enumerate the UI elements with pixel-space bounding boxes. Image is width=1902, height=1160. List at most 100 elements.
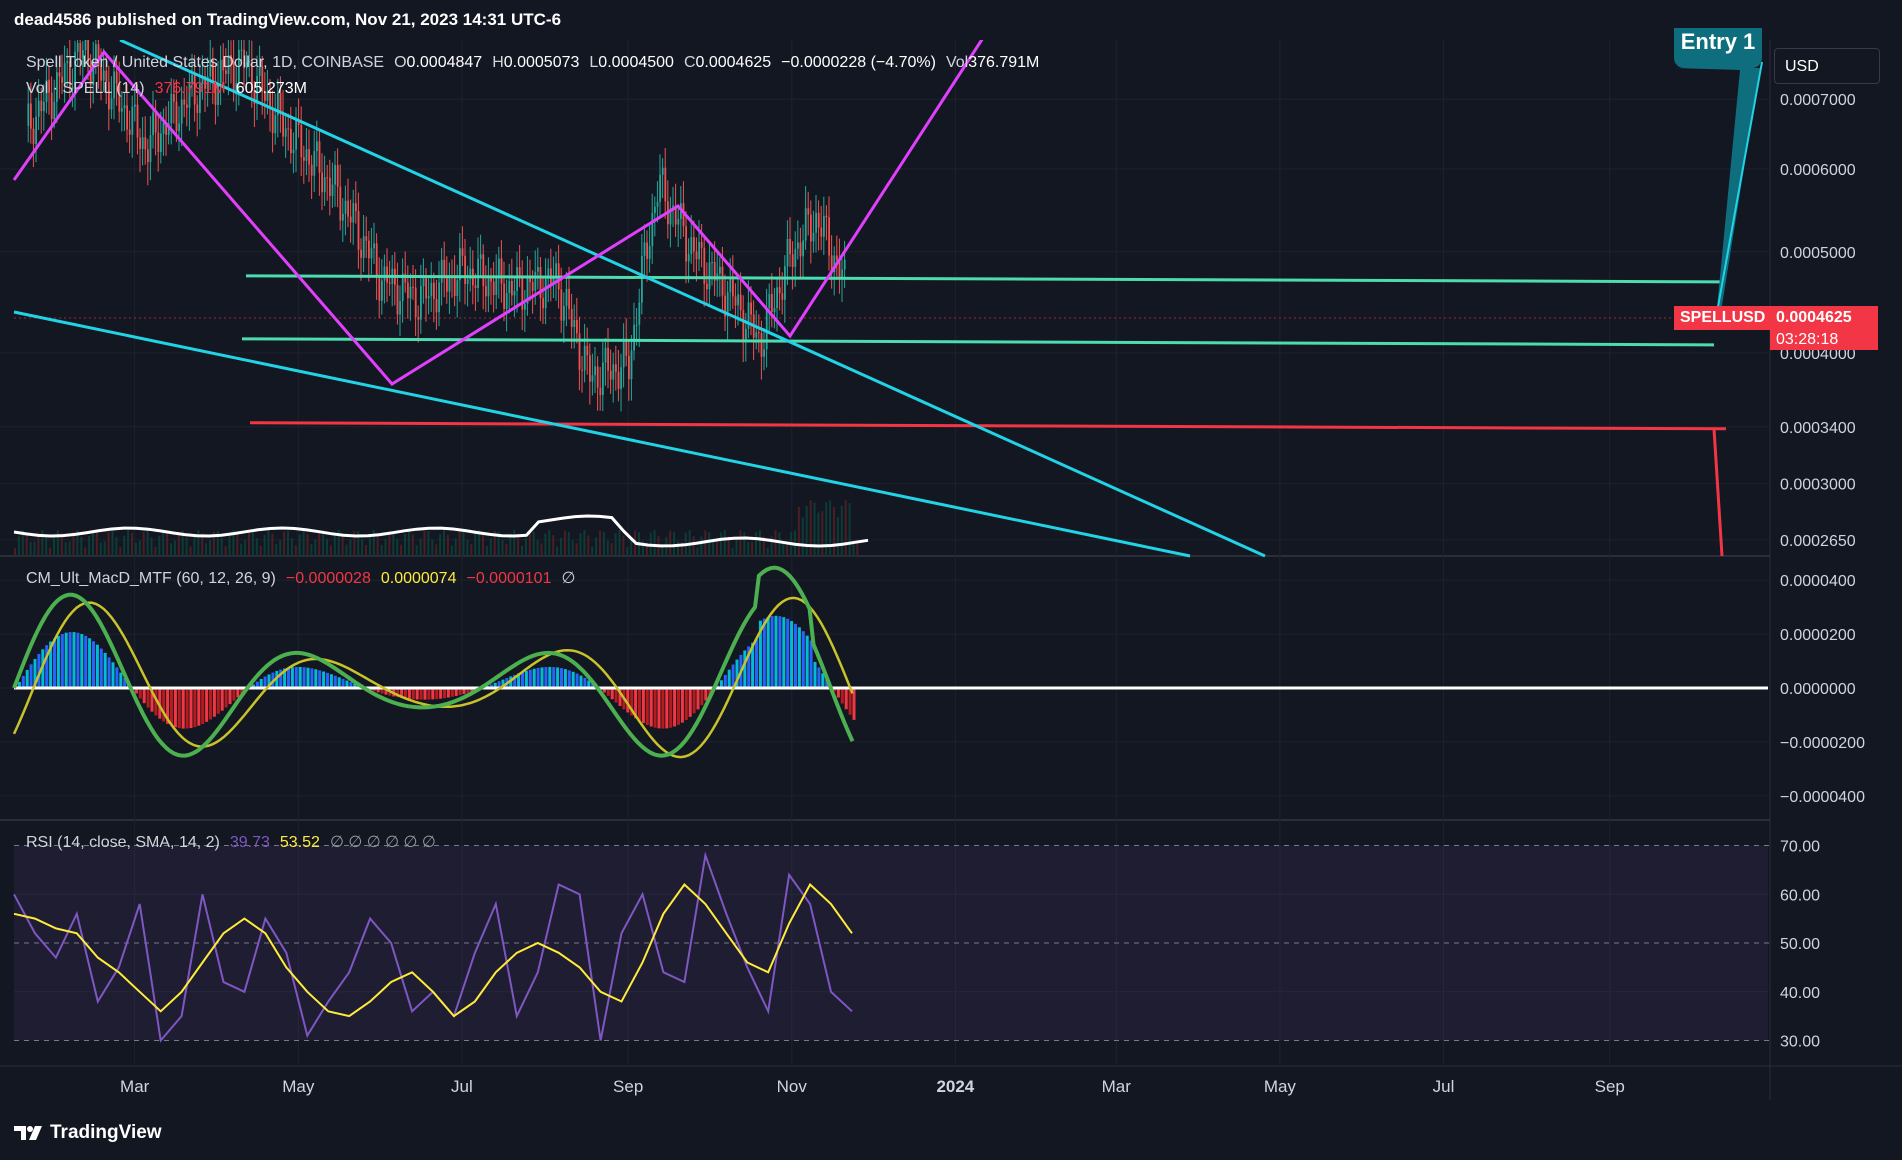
macd-histogram-bar	[431, 688, 435, 700]
volume-bar	[162, 530, 165, 556]
candle-body	[102, 70, 105, 81]
candle-body	[552, 277, 555, 284]
trendline-upper[interactable]	[119, 38, 1266, 558]
price-pane[interactable]	[12, 17, 1768, 558]
macd-histogram-bar	[189, 688, 193, 729]
candle-body	[230, 55, 233, 62]
macd-histogram-bar	[251, 684, 255, 688]
volume-bar	[809, 500, 812, 556]
volume-bar	[606, 540, 609, 556]
candle-body	[560, 289, 563, 321]
candle-body	[253, 90, 256, 104]
macd-histogram-bar	[669, 688, 673, 728]
candle-body	[765, 307, 768, 350]
candle-body	[664, 167, 667, 202]
candle-body	[149, 135, 152, 163]
trendline-lower[interactable]	[13, 310, 1191, 558]
entry-label[interactable]: Entry 1	[1674, 28, 1762, 68]
candle-body	[695, 251, 698, 260]
macd-legend[interactable]: CM_Ult_MacD_MTF (60, 12, 26, 9) −0.000002…	[26, 568, 585, 588]
candle-body	[604, 347, 607, 363]
volume-bar	[107, 532, 110, 556]
volume-bar	[696, 547, 699, 556]
macd-name[interactable]: CM_Ult_MacD_MTF (60, 12, 26, 9)	[26, 570, 276, 587]
time-tick-label: May	[1264, 1077, 1297, 1096]
macd-histogram-bar	[427, 688, 431, 700]
volume-indicator-name[interactable]: Vol · SPELL (14)	[26, 80, 145, 97]
rsi-name[interactable]: RSI (14, close, SMA, 14, 2)	[26, 834, 220, 851]
candle-body	[638, 302, 641, 325]
candle-body	[492, 281, 495, 295]
red-level-line[interactable]	[249, 421, 1727, 431]
candle-body	[620, 367, 623, 389]
macd-histogram-bar	[294, 666, 298, 688]
macd-histogram-bar	[591, 683, 595, 688]
currency-button[interactable]: USD	[1774, 48, 1880, 84]
candle-body	[838, 259, 841, 279]
candle-body	[45, 79, 48, 102]
candle-body	[453, 277, 456, 297]
volume-bar	[92, 530, 94, 556]
tradingview-logo[interactable]: TradingView	[14, 1122, 162, 1144]
candle-body	[292, 149, 295, 154]
macd-histogram-bar	[404, 688, 407, 699]
candle-body	[690, 237, 693, 255]
volume-bar	[220, 537, 223, 556]
candle-body	[368, 240, 370, 259]
volume-bar	[770, 536, 773, 556]
volume-bar	[751, 541, 754, 556]
macd-histogram-bar	[684, 688, 688, 720]
support-line-lower[interactable]	[241, 337, 1715, 347]
candle-body	[336, 164, 339, 187]
main-legend[interactable]: Spell Token / United States Dollar, 1D, …	[26, 54, 1049, 72]
open-value: 0.0004847	[406, 54, 483, 71]
candle-body	[674, 205, 677, 225]
volume-bar	[14, 548, 16, 556]
volume-bar	[817, 512, 820, 556]
rsi-pane[interactable]	[13, 845, 1768, 1043]
macd-histogram-bar	[197, 688, 201, 726]
volume-bar	[287, 530, 289, 556]
macd-histogram-bar	[544, 667, 548, 688]
volume-bar	[84, 547, 87, 556]
candle-body	[334, 164, 337, 185]
candle-body	[677, 218, 680, 225]
volume-bar	[302, 530, 305, 556]
rsi-legend[interactable]: RSI (14, close, SMA, 14, 2) 39.73 53.52 ∅ ∅…	[26, 832, 446, 852]
candle-body	[539, 267, 542, 298]
macd-histogram-bar	[466, 688, 470, 693]
candle-body	[238, 49, 240, 83]
candle-body	[360, 249, 363, 258]
candle-body	[825, 215, 828, 218]
candle-body	[35, 116, 38, 144]
support-line-upper[interactable]	[245, 274, 1721, 284]
macd-histogram-bar	[80, 634, 84, 688]
candle-body	[739, 294, 742, 311]
macd-pane[interactable]	[12, 565, 1768, 759]
volume-bar	[49, 547, 52, 556]
zigzag-pattern[interactable]	[12, 23, 994, 386]
price-tick-label: 0.0002650	[1780, 533, 1856, 550]
volume-bar	[591, 546, 594, 556]
volume-bar	[298, 534, 301, 556]
candle-body	[113, 71, 116, 99]
volume-bar	[536, 540, 539, 556]
candle-body	[464, 255, 467, 285]
volume-bar	[181, 530, 184, 556]
candle-body	[266, 91, 269, 101]
candle-body	[227, 55, 230, 74]
volume-bar	[146, 530, 149, 556]
volume-bar	[123, 535, 126, 556]
time-tick-label: 2024	[936, 1077, 974, 1096]
volume-label: Vol	[945, 54, 969, 71]
candle-body	[386, 266, 389, 283]
volume-legend[interactable]: Vol · SPELL (14) 376.791M 605.273M	[26, 80, 317, 98]
macd-histogram-bar	[435, 688, 439, 700]
candle-body	[271, 108, 274, 134]
symbol-title[interactable]: Spell Token / United States Dollar, 1D, …	[26, 54, 385, 71]
candle-body	[843, 259, 846, 270]
volume-bar	[716, 542, 718, 556]
macd-histogram-bar	[719, 680, 723, 688]
volume-bar	[372, 530, 375, 556]
